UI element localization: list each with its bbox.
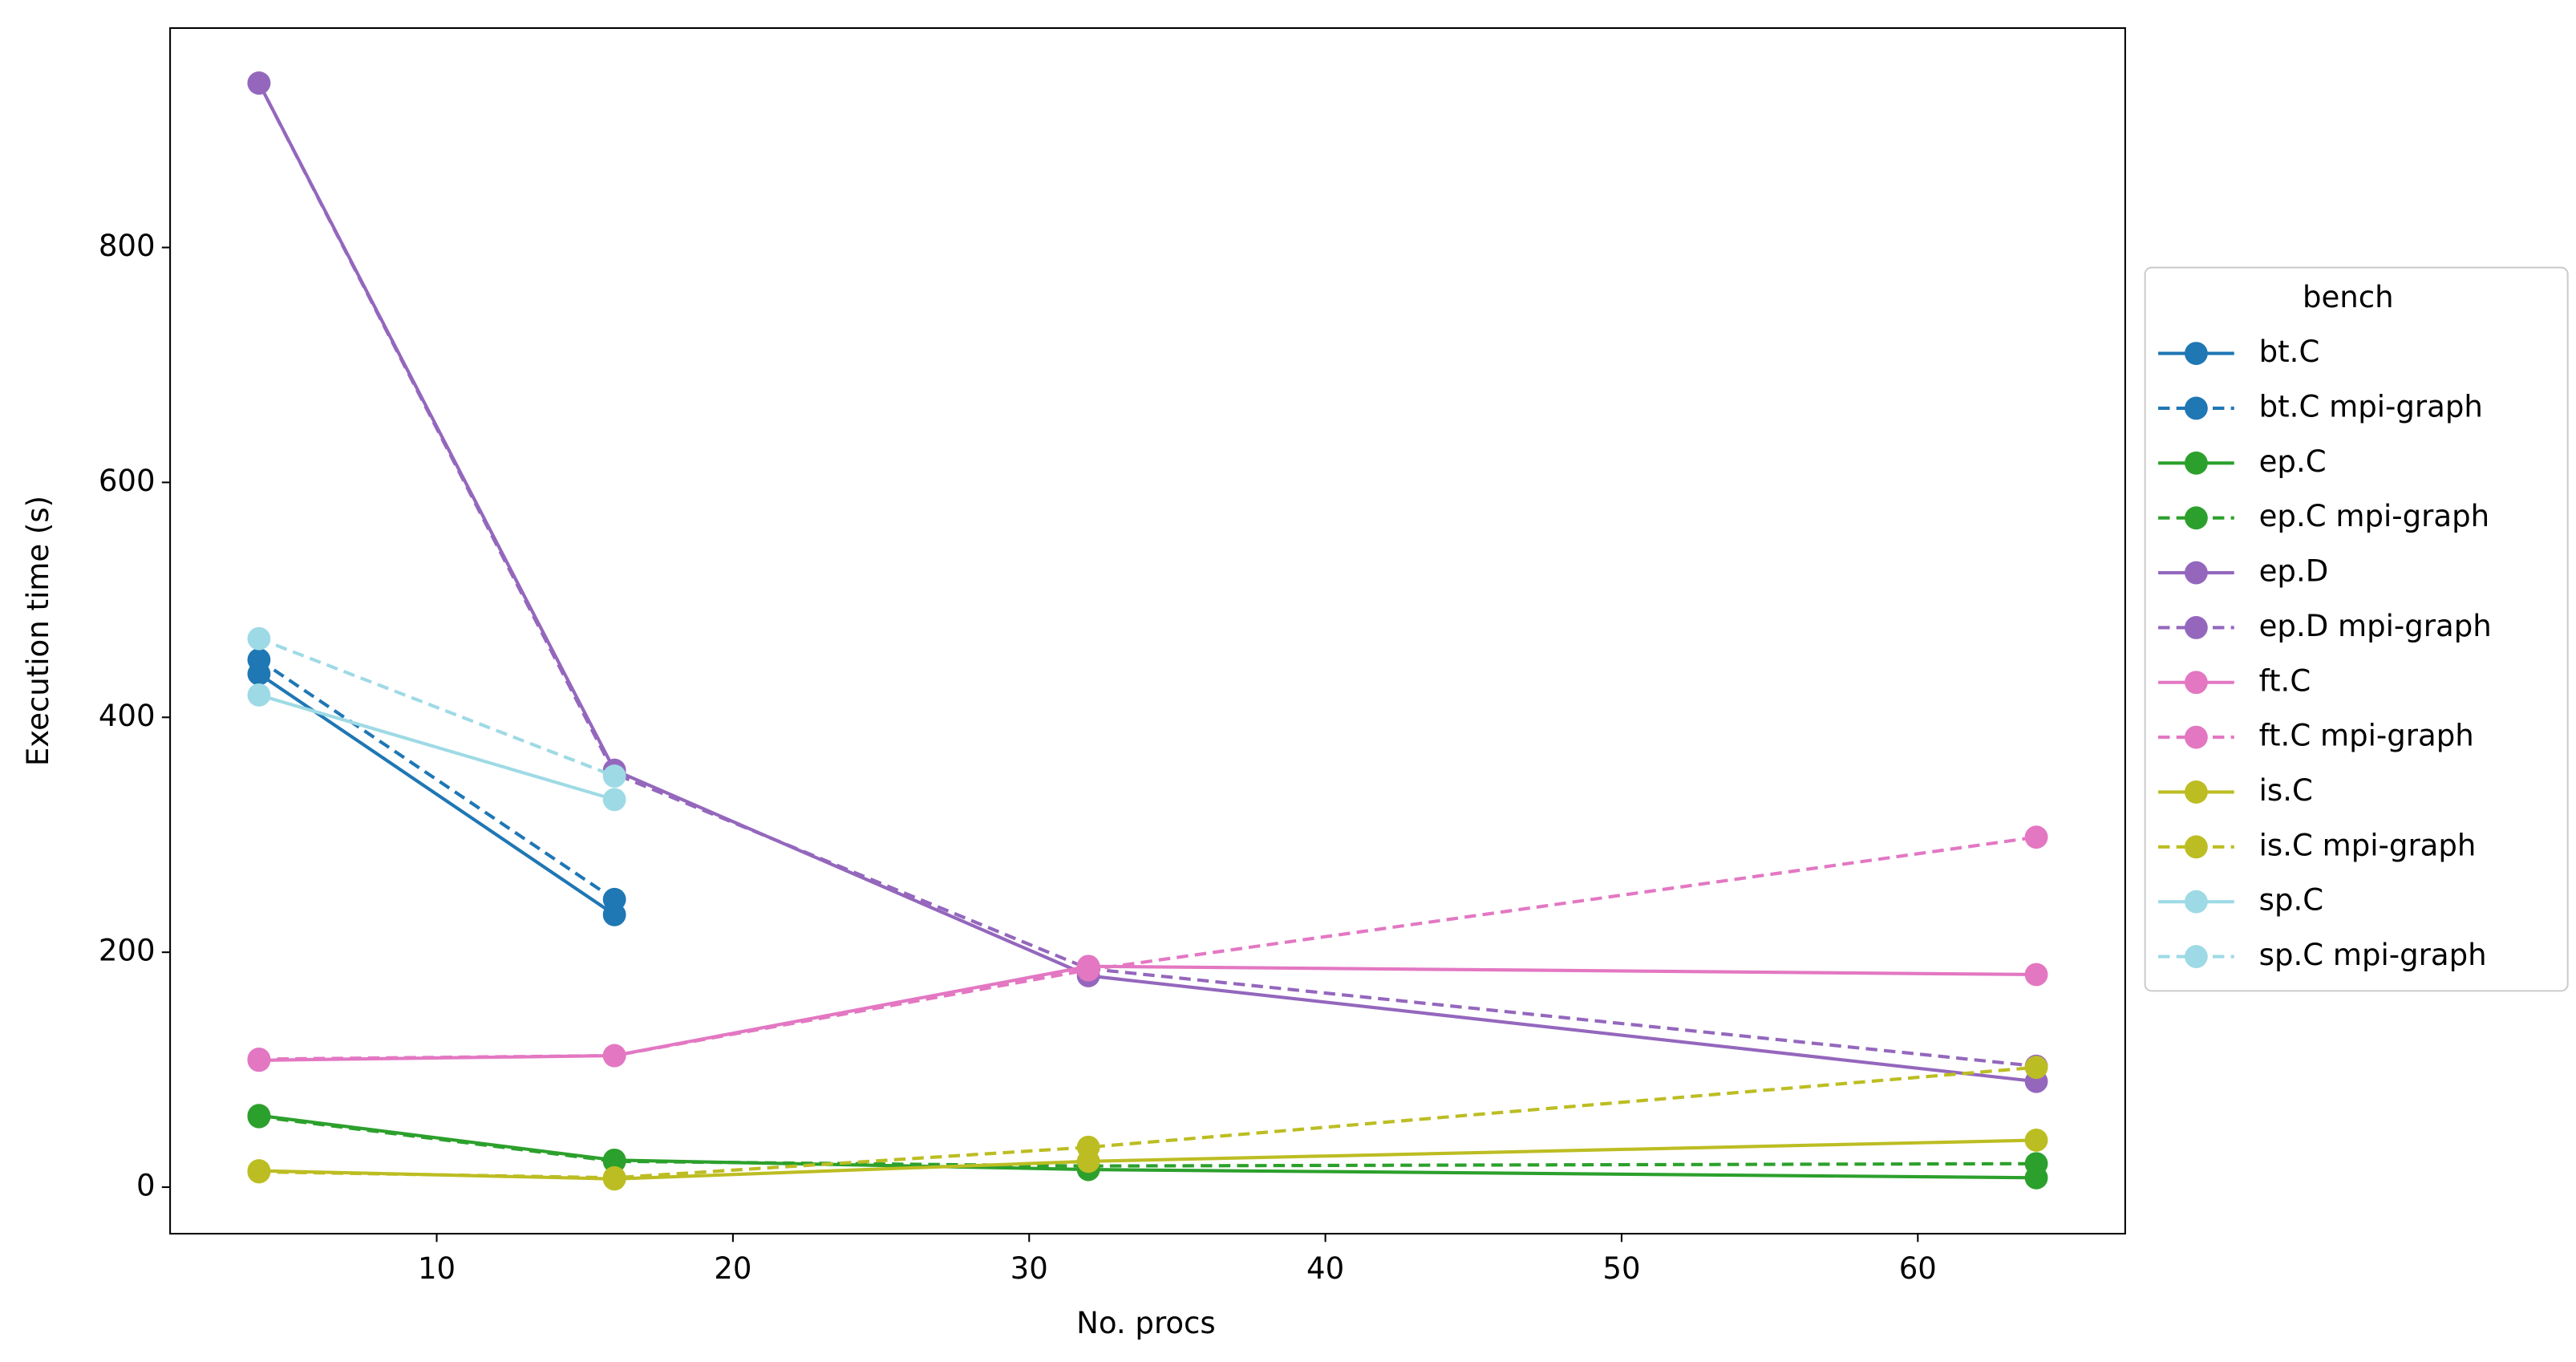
data-point xyxy=(2024,1056,2048,1080)
data-point xyxy=(602,1165,626,1190)
data-point xyxy=(2024,1152,2048,1176)
data-point xyxy=(2024,825,2048,849)
legend-title: bench xyxy=(2303,280,2394,314)
x-axis-label: No. procs xyxy=(1076,1306,1216,1340)
data-point xyxy=(602,764,626,788)
legend-marker xyxy=(2184,561,2208,585)
data-point xyxy=(602,1149,626,1174)
axes-frame xyxy=(169,26,2126,1235)
x-tick-label: 30 xyxy=(1011,1251,1048,1286)
y-tick-label: 600 xyxy=(99,464,156,498)
legend-marker xyxy=(2184,342,2208,366)
data-point xyxy=(1076,1135,1100,1159)
legend-marker xyxy=(2184,671,2208,695)
data-point xyxy=(2024,963,2048,987)
series-line xyxy=(258,1113,2037,1180)
data-point xyxy=(602,887,626,911)
legend-marker xyxy=(2184,780,2208,804)
y-tick-label: 200 xyxy=(99,934,156,968)
legend-marker xyxy=(2184,945,2208,968)
y-tick-label: 800 xyxy=(99,229,156,263)
series-line xyxy=(258,1138,2037,1181)
legend-marker xyxy=(2184,451,2208,475)
y-tick-label: 0 xyxy=(136,1169,156,1203)
y-axis-label: Execution time (s) xyxy=(21,496,55,766)
data-point xyxy=(247,1048,271,1071)
x-tick-label: 20 xyxy=(714,1251,751,1286)
legend-label: bt.C mpi-graph xyxy=(2259,389,2483,424)
series-line xyxy=(258,637,615,778)
legend-label: ep.D xyxy=(2259,554,2329,589)
legend-label: ft.C xyxy=(2259,663,2311,698)
y-tick-label: 400 xyxy=(99,699,156,733)
data-point xyxy=(247,71,271,95)
legend-marker xyxy=(2184,725,2208,749)
data-point xyxy=(247,648,271,671)
data-point xyxy=(602,788,626,812)
data-point xyxy=(2024,1129,2048,1152)
legend-label: ep.C xyxy=(2259,444,2327,479)
legend-label: is.C xyxy=(2259,773,2313,808)
plot-area xyxy=(247,71,2048,1191)
data-point xyxy=(1076,958,1100,982)
series-line xyxy=(258,964,2037,1062)
legend-marker xyxy=(2184,890,2208,914)
x-tick-label: 60 xyxy=(1899,1251,1937,1286)
legend-marker xyxy=(2184,835,2208,859)
legend-marker xyxy=(2184,615,2208,639)
series-line xyxy=(258,835,2037,1061)
series-line xyxy=(257,82,2037,1068)
legend-marker xyxy=(2184,396,2208,420)
x-tick-label: 10 xyxy=(418,1251,456,1286)
legend-label: bt.C xyxy=(2259,334,2320,369)
legend-label: ft.C mpi-graph xyxy=(2259,719,2474,753)
data-point xyxy=(602,1044,626,1068)
legend-marker xyxy=(2184,506,2208,530)
data-point xyxy=(247,1105,271,1129)
series-line xyxy=(258,693,615,801)
legend-label: is.C mpi-graph xyxy=(2259,828,2477,862)
legend: bt.C bt.C mpi-graph ep.C ep.C mpi-graph ep.D… xyxy=(2158,334,2492,972)
data-point xyxy=(247,683,271,707)
legend-label: sp.C mpi-graph xyxy=(2259,938,2487,972)
data-point xyxy=(247,1160,271,1184)
legend-label: ep.D mpi-graph xyxy=(2259,609,2492,643)
legend-label: ep.C mpi-graph xyxy=(2259,499,2489,533)
x-tick-label: 50 xyxy=(1602,1251,1640,1286)
legend-label: sp.C xyxy=(2259,883,2323,918)
data-point xyxy=(247,626,271,651)
legend-box xyxy=(2144,266,2569,992)
x-tick-label: 40 xyxy=(1306,1251,1344,1286)
